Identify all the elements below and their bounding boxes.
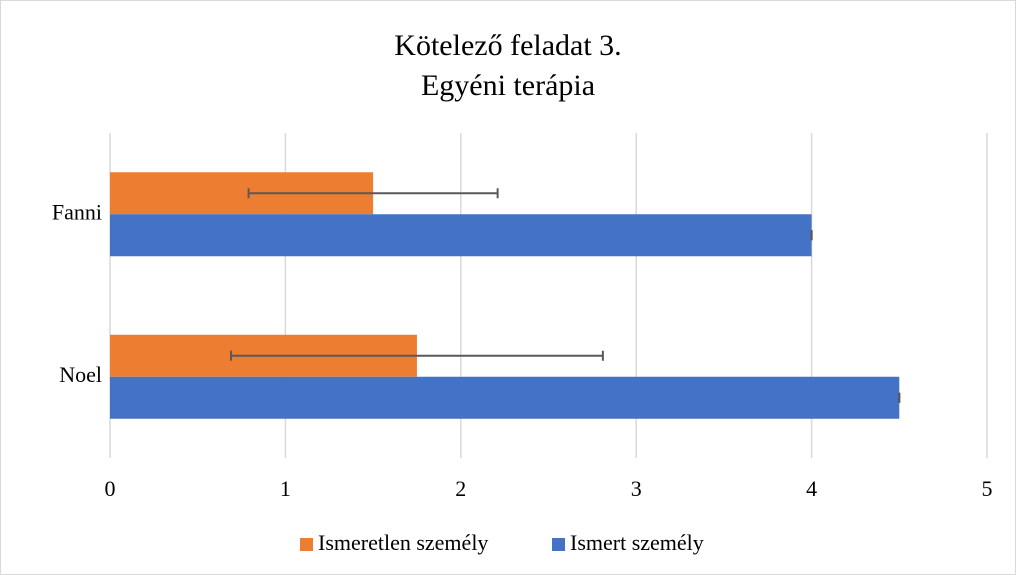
x-tick-label: 0 (105, 476, 116, 501)
x-tick-label: 1 (280, 476, 291, 501)
chart-title: Kötelező feladat 3. (394, 29, 621, 62)
error-bar (230, 350, 604, 361)
bar (110, 214, 812, 257)
legend-label: Ismeretlen személy (318, 530, 488, 555)
x-tick-label: 2 (455, 476, 466, 501)
x-tick-label: 5 (982, 476, 993, 501)
y-tick-label: Noel (59, 362, 102, 387)
legend-label: Ismert személy (570, 530, 704, 555)
bar (110, 376, 900, 419)
y-tick-label: Fanni (52, 199, 102, 224)
x-tick-label: 3 (631, 476, 642, 501)
error-bar (247, 188, 499, 199)
chart-subtitle: Egyéni terápia (421, 69, 595, 102)
legend-swatch (552, 538, 565, 551)
legend-swatch (300, 538, 313, 551)
x-tick-label: 4 (806, 476, 817, 501)
